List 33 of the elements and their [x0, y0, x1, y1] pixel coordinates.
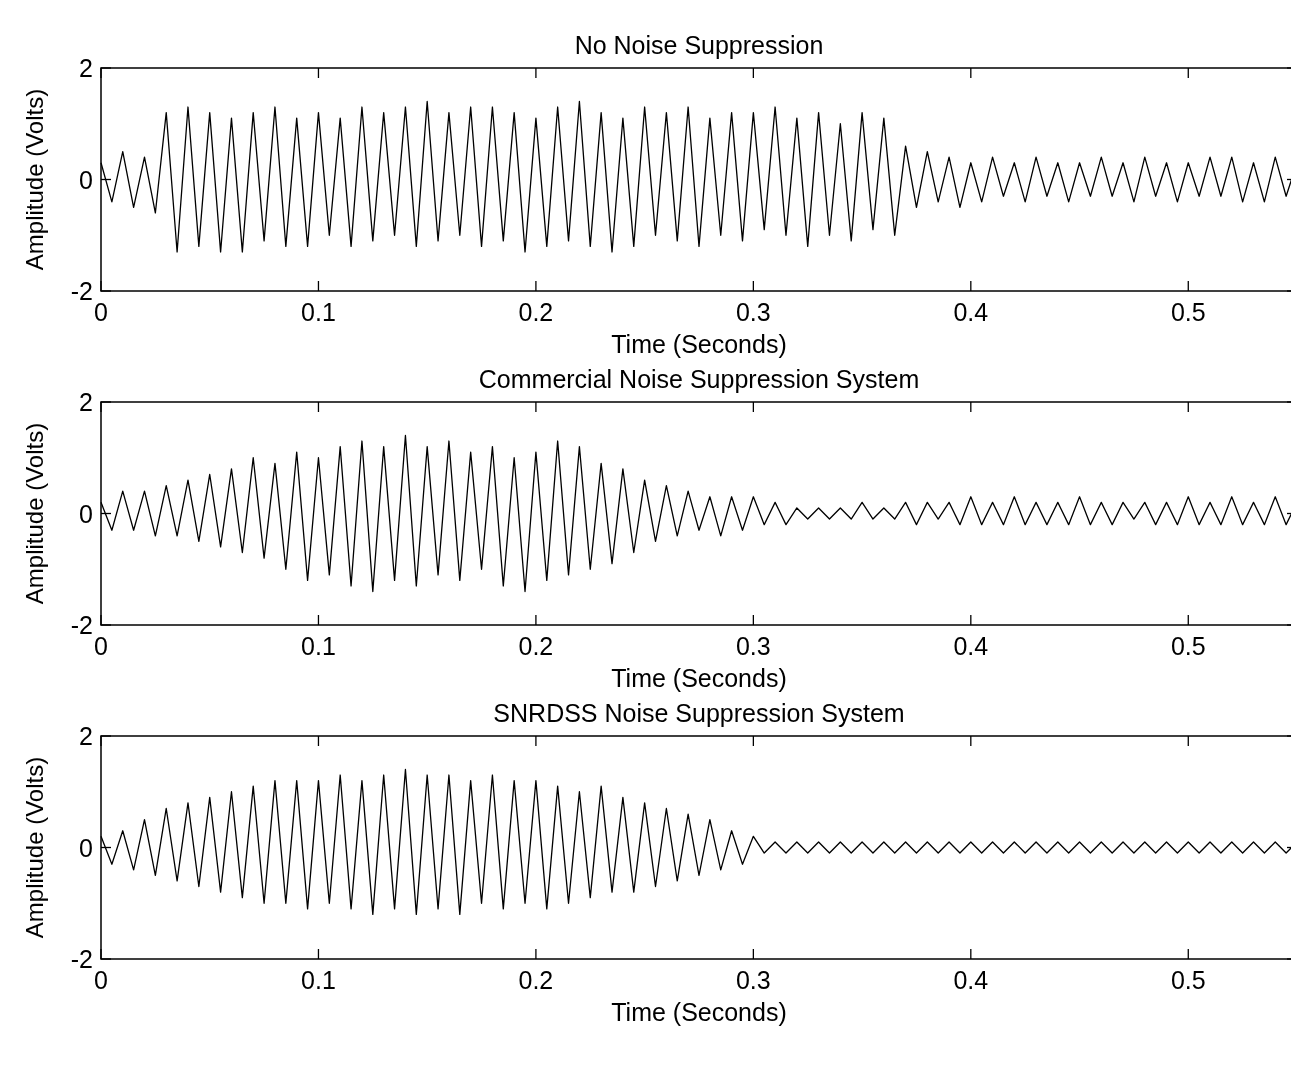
- y-tick-label: 0: [79, 165, 93, 194]
- x-tick-label: 0.2: [518, 632, 554, 660]
- x-axis-title: Time (Seconds): [611, 664, 787, 692]
- x-tick-label: 0.2: [518, 966, 554, 994]
- x-axis-title: Time (Seconds): [611, 998, 787, 1026]
- y-axis-title: Amplitude (Volts): [21, 88, 48, 271]
- y-tick-label: 2: [79, 722, 93, 750]
- x-tick-label: 0.5: [1170, 298, 1206, 326]
- y-tick-label: -2: [70, 277, 93, 305]
- x-tick-label: 0.1: [301, 298, 336, 326]
- chart-title: SNRDSS Noise Suppression System: [493, 699, 905, 727]
- y-tick-label: 0: [79, 833, 93, 862]
- x-tick-label: 0.5: [1170, 966, 1206, 994]
- y-tick-label: -2: [70, 945, 93, 973]
- chart-title: No Noise Suppression: [574, 31, 824, 59]
- x-tick-label: 0.4: [953, 966, 989, 994]
- y-tick-label: -2: [70, 611, 93, 639]
- y-tick-label: 2: [79, 54, 93, 82]
- x-tick-label: 0.3: [735, 632, 771, 660]
- y-axis-title: Amplitude (Volts): [21, 756, 48, 939]
- y-tick-label: 2: [79, 388, 93, 416]
- x-tick-label: 0.4: [953, 632, 989, 660]
- x-tick-label: 0.2: [518, 298, 554, 326]
- y-tick-label: 0: [79, 499, 93, 528]
- x-tick-label: 0.1: [301, 632, 336, 660]
- x-tick-label: 0.5: [1170, 632, 1206, 660]
- x-axis-title: Time (Seconds): [611, 330, 787, 358]
- x-tick-label: 0.3: [735, 966, 771, 994]
- x-tick-label: 0.4: [953, 298, 989, 326]
- x-tick-label: 0.1: [301, 966, 336, 994]
- y-axis-title: Amplitude (Volts): [21, 422, 48, 605]
- chart-title: Commercial Noise Suppression System: [478, 365, 920, 393]
- x-tick-label: 0.3: [735, 298, 771, 326]
